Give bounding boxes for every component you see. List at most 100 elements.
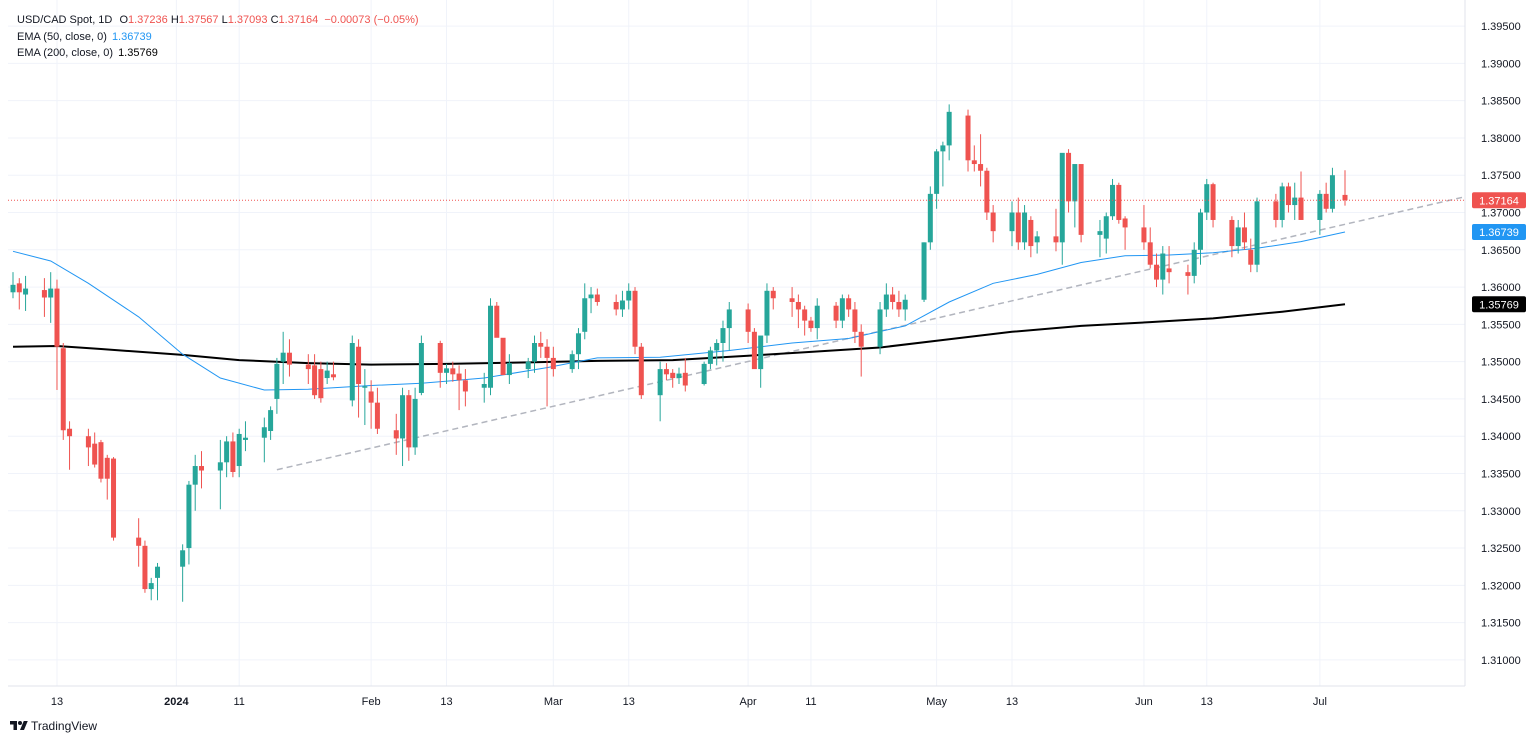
candle — [1285, 182, 1291, 213]
candle-body — [582, 298, 588, 332]
y-tick-label: 1.33000 — [1481, 506, 1521, 518]
candle-body — [393, 430, 399, 439]
candle — [619, 290, 625, 317]
candle — [23, 275, 29, 311]
candle-body — [1154, 264, 1160, 280]
candle-body — [802, 309, 808, 321]
candle — [657, 361, 663, 422]
candle-body — [494, 305, 500, 338]
candle — [877, 301, 883, 355]
candle — [418, 335, 424, 396]
candle-body — [462, 380, 468, 392]
candle — [286, 339, 292, 377]
candle — [16, 278, 22, 310]
candle — [575, 328, 581, 370]
candle-body — [714, 343, 720, 351]
candle-body — [198, 466, 204, 471]
candle — [858, 324, 864, 377]
candle-body — [356, 346, 362, 385]
candle — [494, 301, 500, 338]
candle-body — [1034, 236, 1040, 243]
candle-body — [418, 343, 424, 393]
candle — [1191, 242, 1197, 284]
candle-body — [544, 346, 550, 358]
candle — [1009, 201, 1015, 247]
candle-body — [48, 288, 54, 298]
x-tick-label: 13 — [51, 696, 63, 708]
candle — [242, 421, 248, 452]
y-tick-label: 1.32500 — [1481, 543, 1521, 555]
candle — [626, 283, 632, 310]
candle-body — [965, 115, 971, 161]
candle — [1317, 190, 1323, 235]
candle-body — [362, 386, 368, 388]
candle — [192, 454, 198, 511]
candle — [406, 389, 412, 461]
candle-body — [450, 368, 456, 375]
legend-ema50-row: EMA (50, close, 0) 1.36739 — [17, 29, 419, 46]
candle-body — [444, 368, 450, 373]
candle-body — [286, 352, 292, 365]
candle-body — [808, 320, 814, 329]
candle-body — [1235, 227, 1241, 247]
candle-body — [632, 290, 638, 347]
y-tick-label: 1.32000 — [1481, 580, 1521, 592]
brand-name: TradingView — [31, 719, 98, 733]
candle-body — [896, 301, 902, 310]
candle — [814, 298, 820, 340]
legend-ema200-label: EMA (200, close, 0) — [17, 47, 113, 59]
axes: 1.39500 1.39000 1.38500 1.38000 1.37500 1.370… — [8, 0, 1526, 708]
candle — [268, 406, 274, 440]
ema50-badge — [1472, 223, 1526, 240]
candle — [1028, 216, 1034, 258]
tradingview-brand[interactable]: TradingView — [10, 719, 97, 733]
candle-body — [500, 337, 506, 376]
candle-body — [23, 288, 29, 295]
candle — [236, 428, 242, 478]
candle — [676, 367, 682, 385]
candle-body — [525, 361, 531, 370]
candle — [374, 387, 380, 434]
legend-l-label: L — [221, 14, 228, 26]
candle-body — [104, 457, 110, 479]
candle — [839, 294, 845, 329]
candle-body — [940, 145, 946, 152]
candle-body — [155, 566, 161, 578]
candle-body — [927, 193, 933, 243]
candle-body — [488, 305, 494, 388]
tradingview-logo-icon — [10, 721, 28, 730]
candle-body — [978, 164, 984, 171]
candle — [1229, 216, 1235, 258]
y-tick-label: 1.31000 — [1481, 655, 1521, 667]
legend-ema200-row: EMA (200, close, 0) 1.35769 — [17, 45, 419, 62]
candle-body — [852, 309, 858, 332]
x-tick-label: 2024 — [164, 696, 189, 708]
candle-body — [10, 284, 16, 293]
candle — [544, 339, 550, 407]
candle — [707, 346, 713, 370]
candle-body — [148, 583, 154, 590]
candle — [538, 331, 544, 358]
candle — [1022, 205, 1028, 250]
candle — [795, 294, 801, 329]
candle — [1210, 182, 1216, 228]
candle — [921, 242, 927, 302]
candle — [1034, 231, 1040, 254]
candle-body — [588, 294, 594, 299]
candle — [41, 278, 47, 317]
x-tick-label: May — [926, 696, 947, 708]
candle — [1141, 205, 1147, 250]
candle-body — [1009, 212, 1015, 232]
candle — [525, 357, 531, 379]
legend-ema50-label: EMA (50, close, 0) — [17, 30, 107, 43]
candle-body — [902, 299, 908, 310]
candle-body — [1329, 175, 1335, 209]
candle — [1066, 149, 1072, 213]
candle — [142, 540, 148, 593]
candle-body — [934, 151, 940, 194]
candle — [808, 316, 814, 332]
candle — [280, 331, 286, 385]
candle — [682, 357, 688, 392]
candles — [10, 104, 1348, 602]
